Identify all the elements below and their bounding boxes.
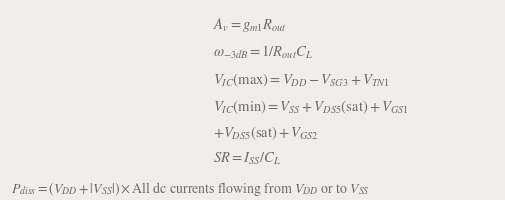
Text: $\omega_{-3dB} = 1/R_{out}C_L$: $\omega_{-3dB} = 1/R_{out}C_L$ bbox=[212, 44, 312, 61]
Text: $A_v = g_{m1}R_{out}$: $A_v = g_{m1}R_{out}$ bbox=[212, 16, 286, 34]
Text: $P_{diss} = (V_{DD}+|V_{SS}|)\times\mathrm{All\ dc\ currents\ flowing\ from\ }V_: $P_{diss} = (V_{DD}+|V_{SS}|)\times\math… bbox=[12, 179, 370, 197]
Text: $V_{IC}(\mathrm{max}) = V_{DD} - V_{SG3} + V_{TN1}$: $V_{IC}(\mathrm{max}) = V_{DD} - V_{SG3}… bbox=[212, 71, 389, 88]
Text: $SR = I_{SS}/C_L$: $SR = I_{SS}/C_L$ bbox=[212, 150, 280, 166]
Text: $+V_{DS5}(\mathrm{sat}) + V_{GS2}$: $+V_{DS5}(\mathrm{sat}) + V_{GS2}$ bbox=[212, 124, 318, 141]
Text: $V_{IC}(\mathrm{min}) = V_{SS} + V_{DS5}(\mathrm{sat}) + V_{GS1}$: $V_{IC}(\mathrm{min}) = V_{SS} + V_{DS5}… bbox=[212, 99, 408, 116]
